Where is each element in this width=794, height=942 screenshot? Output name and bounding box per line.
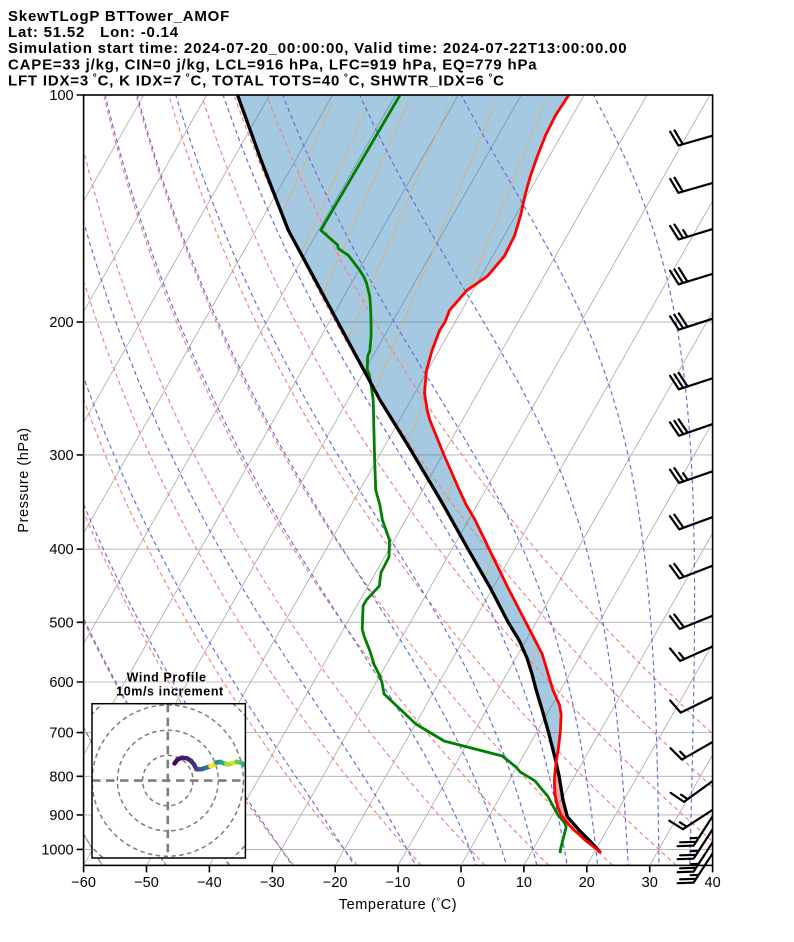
svg-text:Wind Profile: Wind Profile xyxy=(127,671,207,685)
svg-text:40: 40 xyxy=(705,875,721,891)
svg-text:800: 800 xyxy=(49,769,73,785)
svg-text:700: 700 xyxy=(49,726,73,742)
svg-text:Pressure (hPa): Pressure (hPa) xyxy=(16,427,32,532)
svg-text:1000: 1000 xyxy=(41,842,73,858)
svg-text:300: 300 xyxy=(49,448,73,464)
svg-text:−20: −20 xyxy=(323,875,348,891)
svg-text:Lat: 51.52 Lon: -0.14: Lat: 51.52 Lon: -0.14 xyxy=(8,24,179,41)
svg-text:Temperature (°C): Temperature (°C) xyxy=(339,897,457,913)
svg-text:10m/s increment: 10m/s increment xyxy=(116,685,224,699)
svg-text:30: 30 xyxy=(642,875,658,891)
svg-text:−10: −10 xyxy=(386,875,411,891)
svg-text:CAPE=33 j/kg, CIN=0 j/kg, LCL=: CAPE=33 j/kg, CIN=0 j/kg, LCL=916 hPa, L… xyxy=(8,56,537,73)
svg-text:−30: −30 xyxy=(260,875,285,891)
svg-text:SkewTLogP BTTower_AMOF: SkewTLogP BTTower_AMOF xyxy=(8,8,230,25)
svg-text:900: 900 xyxy=(49,808,73,824)
svg-text:−60: −60 xyxy=(71,875,96,891)
svg-text:10: 10 xyxy=(516,875,532,891)
svg-text:200: 200 xyxy=(49,315,73,331)
svg-text:100: 100 xyxy=(49,88,73,104)
svg-text:500: 500 xyxy=(49,615,73,631)
svg-text:600: 600 xyxy=(49,675,73,691)
svg-text:20: 20 xyxy=(579,875,595,891)
svg-text:−40: −40 xyxy=(197,875,222,891)
svg-text:LFT IDX=3 °C, K IDX=7 °C, TOTA: LFT IDX=3 °C, K IDX=7 °C, TOTAL TOTS=40 … xyxy=(8,72,505,89)
svg-text:0: 0 xyxy=(457,875,465,891)
svg-text:−50: −50 xyxy=(134,875,159,891)
svg-text:400: 400 xyxy=(49,542,73,558)
svg-text:Simulation start time: 2024-07: Simulation start time: 2024-07-20_00:00:… xyxy=(8,40,627,57)
